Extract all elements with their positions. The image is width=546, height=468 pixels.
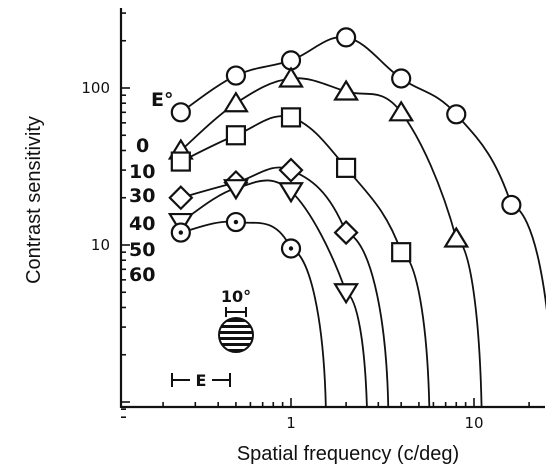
curve-E60 <box>180 220 327 408</box>
data-point-E60 <box>225 211 247 233</box>
stimulus-size-bar <box>225 307 247 317</box>
data-point-E50 <box>222 179 249 201</box>
data-point-E10 <box>222 91 249 113</box>
eccentricity-bar <box>171 373 231 387</box>
curve-E50 <box>180 179 368 408</box>
legend-label-40: 40 <box>129 213 155 235</box>
data-point-E0 <box>391 68 412 89</box>
data-point-E60 <box>280 238 302 259</box>
legend-label-50: 50 <box>129 239 155 261</box>
data-point-E40 <box>278 157 304 183</box>
data-point-E30 <box>335 157 357 178</box>
y-axis-title: Contrast sensitivity <box>23 116 45 284</box>
data-point-E0 <box>501 194 522 216</box>
stimulus-size-label: 10° <box>221 287 251 306</box>
data-point-E60 <box>170 222 191 243</box>
data-point-E0 <box>446 104 467 125</box>
data-point-E0 <box>170 102 191 123</box>
legend-title: E° <box>151 89 173 111</box>
y-tick-label-10: 10 <box>91 236 110 254</box>
axis-ticks <box>121 12 530 419</box>
legend-label-60: 60 <box>129 264 155 286</box>
data-point-E0 <box>335 27 357 48</box>
legend-label-0: 0 <box>136 135 149 157</box>
y-tick-label-100: 100 <box>81 79 110 97</box>
legend-label-30: 30 <box>129 185 155 207</box>
data-point-E10 <box>443 226 470 248</box>
data-point-E50 <box>278 182 304 204</box>
data-point-E40 <box>333 220 359 246</box>
series-markers <box>167 27 522 305</box>
eccentricity-bar-label: E <box>196 371 207 390</box>
x-tick-label-1: 1 <box>286 414 296 432</box>
data-point-E10 <box>333 79 360 101</box>
data-point-E10 <box>388 100 415 122</box>
data-point-E0 <box>225 65 247 86</box>
data-point-E30 <box>225 125 247 146</box>
x-axis-title: Spatial frequency (c/deg) <box>237 443 459 465</box>
data-point-E30 <box>391 242 412 263</box>
data-point-E30 <box>280 107 302 128</box>
data-point-E30 <box>170 151 191 172</box>
data-point-E10 <box>278 66 304 88</box>
curve-E40 <box>180 166 390 408</box>
grating-stimulus-icon <box>218 317 254 353</box>
data-point-E40 <box>168 185 194 211</box>
data-point-E50 <box>333 283 360 305</box>
x-tick-label-10: 10 <box>464 414 483 432</box>
legend-label-10: 10 <box>129 161 155 183</box>
